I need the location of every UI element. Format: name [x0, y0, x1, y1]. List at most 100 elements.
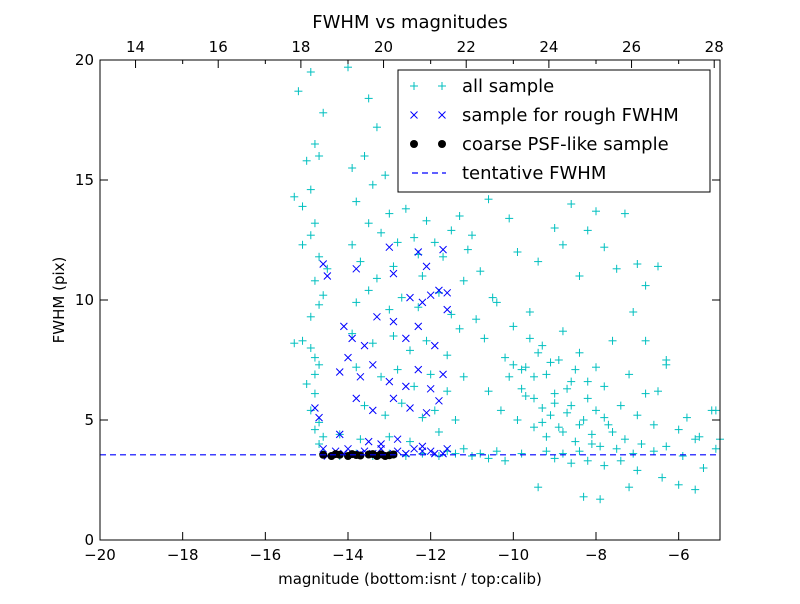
series-all-sample-point-147: [496, 406, 505, 415]
series-all-sample-point-152: [538, 404, 547, 412]
series-sample-for-rough-fwhm-point-23: [335, 368, 344, 376]
series-all-sample-point-76: [426, 370, 435, 379]
series-all-sample-point-143: [682, 413, 691, 422]
series-all-sample-point-210: [629, 308, 638, 316]
series-all-sample-point-169: [691, 435, 700, 444]
series-all-sample-point-124: [525, 308, 534, 316]
series-sample-for-rough-fwhm-point-53: [430, 449, 439, 458]
y-tick-label-2: 10: [75, 291, 94, 309]
series-all-sample-point-22: [315, 360, 324, 369]
series-all-sample-point-52: [418, 272, 427, 280]
x-axis-label: magnitude (bottom:isnt / top:calib): [278, 570, 542, 588]
series-sample-for-rough-fwhm-point-19-b: [402, 334, 410, 343]
series-all-sample-point-179: [554, 423, 563, 432]
y-tick-label-0: 0: [84, 531, 94, 549]
series-all-sample-point-126: [538, 341, 547, 350]
series-all-sample-point-19: [290, 339, 299, 348]
chart-title: FWHM vs magnitudes: [312, 12, 507, 33]
series-sample-for-rough-fwhm-point-40: [364, 437, 373, 446]
series-sample-for-rough-fwhm-point-2-b: [352, 264, 361, 273]
x-tick-label-0: −20: [84, 546, 116, 564]
series-sample-for-rough-fwhm-point-2: [352, 264, 361, 273]
series-all-sample-point-103: [567, 200, 576, 208]
series-all-sample-point-128: [550, 389, 559, 398]
series-sample-for-rough-fwhm-point-32: [368, 406, 377, 415]
series-all-sample-point-109: [620, 209, 629, 218]
series-all-sample-point-88: [406, 437, 414, 446]
series-all-sample-point-60: [397, 293, 406, 302]
series-all-sample-point-176: [563, 384, 572, 393]
series-all-sample-point-32: [364, 94, 373, 103]
series-all-sample-point-191: [550, 454, 559, 463]
series-sample-for-rough-fwhm-point-27: [402, 382, 410, 391]
series-all-sample-point-67: [389, 332, 398, 340]
series-sample-for-rough-fwhm-point-33: [389, 394, 398, 403]
top-tick-label-6: 26: [622, 38, 641, 56]
series-all-sample-point-175: [546, 411, 555, 420]
series-sample-for-rough-fwhm-point-11: [426, 291, 435, 300]
series-all-sample-point-202: [674, 480, 683, 489]
series-all-sample-point-7: [290, 192, 299, 201]
legend-entry-0-label: all sample: [462, 76, 554, 97]
x-tick-label-7: −6: [668, 546, 690, 564]
series-sample-for-rough-fwhm-point-44: [319, 444, 328, 453]
series-all-sample-point-104: [575, 272, 584, 280]
series-sample-for-rough-fwhm-point-12-b: [443, 288, 452, 297]
series-sample-for-rough-fwhm-point-44-b: [319, 444, 328, 453]
series-sample-for-rough-fwhm-point-6: [422, 262, 431, 271]
series-all-sample-point-122: [509, 322, 518, 331]
series-all-sample-point-212: [484, 454, 493, 463]
series-all-sample-point-107: [600, 243, 609, 252]
series-all-sample-point-24: [302, 380, 311, 388]
series-all-sample-point-172: [542, 370, 551, 379]
series-all-sample-point-129: [558, 327, 567, 336]
series-sample-for-rough-fwhm-point-54: [402, 449, 410, 458]
x-tick-label-5: −10: [498, 546, 530, 564]
series-sample-for-rough-fwhm-point-27-b: [402, 382, 410, 391]
series-sample-for-rough-fwhm-point-16-b: [360, 341, 369, 350]
series-all-sample-point-183: [583, 377, 592, 386]
series-all-sample-point-82: [418, 413, 427, 422]
y-tick-label-4: 20: [75, 51, 94, 69]
series-sample-for-rough-fwhm-point-38: [315, 413, 323, 422]
series-sample-for-rough-fwhm-point-4-b: [389, 269, 398, 278]
series-all-sample-point-181: [521, 363, 530, 372]
series-all-sample-point-192: [567, 459, 576, 468]
series-sample-for-rough-fwhm-point-32-b: [368, 406, 377, 415]
series-all-sample-point-80: [381, 411, 390, 420]
series-sample-for-rough-fwhm-point-10-b: [418, 298, 427, 307]
series-all-sample-point-188: [600, 413, 609, 422]
series-sample-for-rough-fwhm-point-41-b: [393, 435, 402, 444]
series-sample-for-rough-fwhm-point-20-b: [414, 322, 423, 331]
series-all-sample-point-77: [443, 387, 452, 396]
series-all-sample-point-93: [488, 293, 497, 302]
series-all-sample-point-229: [558, 449, 567, 458]
series-all-sample-point-159: [587, 430, 596, 439]
series-all-sample-point-75: [410, 382, 419, 391]
series-all-sample-point-14: [310, 276, 319, 285]
series-all-sample-point-139: [641, 389, 650, 398]
series-all-sample-point-27: [315, 418, 324, 427]
series-coarse-psf-like-sample-point-14-dot: [381, 452, 390, 460]
legend-entry-2-marker-a: [410, 140, 418, 148]
series-sample-for-rough-fwhm-point-15-b: [344, 353, 352, 362]
series-all-sample-point-131: [575, 348, 584, 357]
series-sample-for-rough-fwhm-point-15: [344, 353, 352, 362]
series-sample-for-rough-fwhm-point-13-b: [340, 322, 348, 331]
series-sample-for-rough-fwhm-point-20: [414, 322, 423, 331]
series-sample-for-rough-fwhm-point-0: [319, 260, 328, 268]
series-sample-for-rough-fwhm-point-33-b: [389, 394, 398, 403]
series-all-sample-point-47: [430, 238, 439, 247]
series-all-sample-point-40: [364, 219, 373, 228]
series-all-sample-point-15: [319, 291, 328, 300]
series-sample-for-rough-fwhm-point-54-b: [402, 449, 410, 458]
series-all-sample-point-69: [422, 336, 431, 345]
series-all-sample-point-102: [558, 240, 567, 249]
series-sample-for-rough-fwhm-point-7-b: [439, 245, 447, 254]
series-all-sample-point-193: [583, 456, 592, 465]
series-all-sample-point-123: [517, 365, 526, 374]
series-all-sample-point-81: [397, 399, 406, 408]
series-all-sample-point-186: [509, 360, 518, 369]
series-all-sample-point-230: [575, 447, 584, 456]
